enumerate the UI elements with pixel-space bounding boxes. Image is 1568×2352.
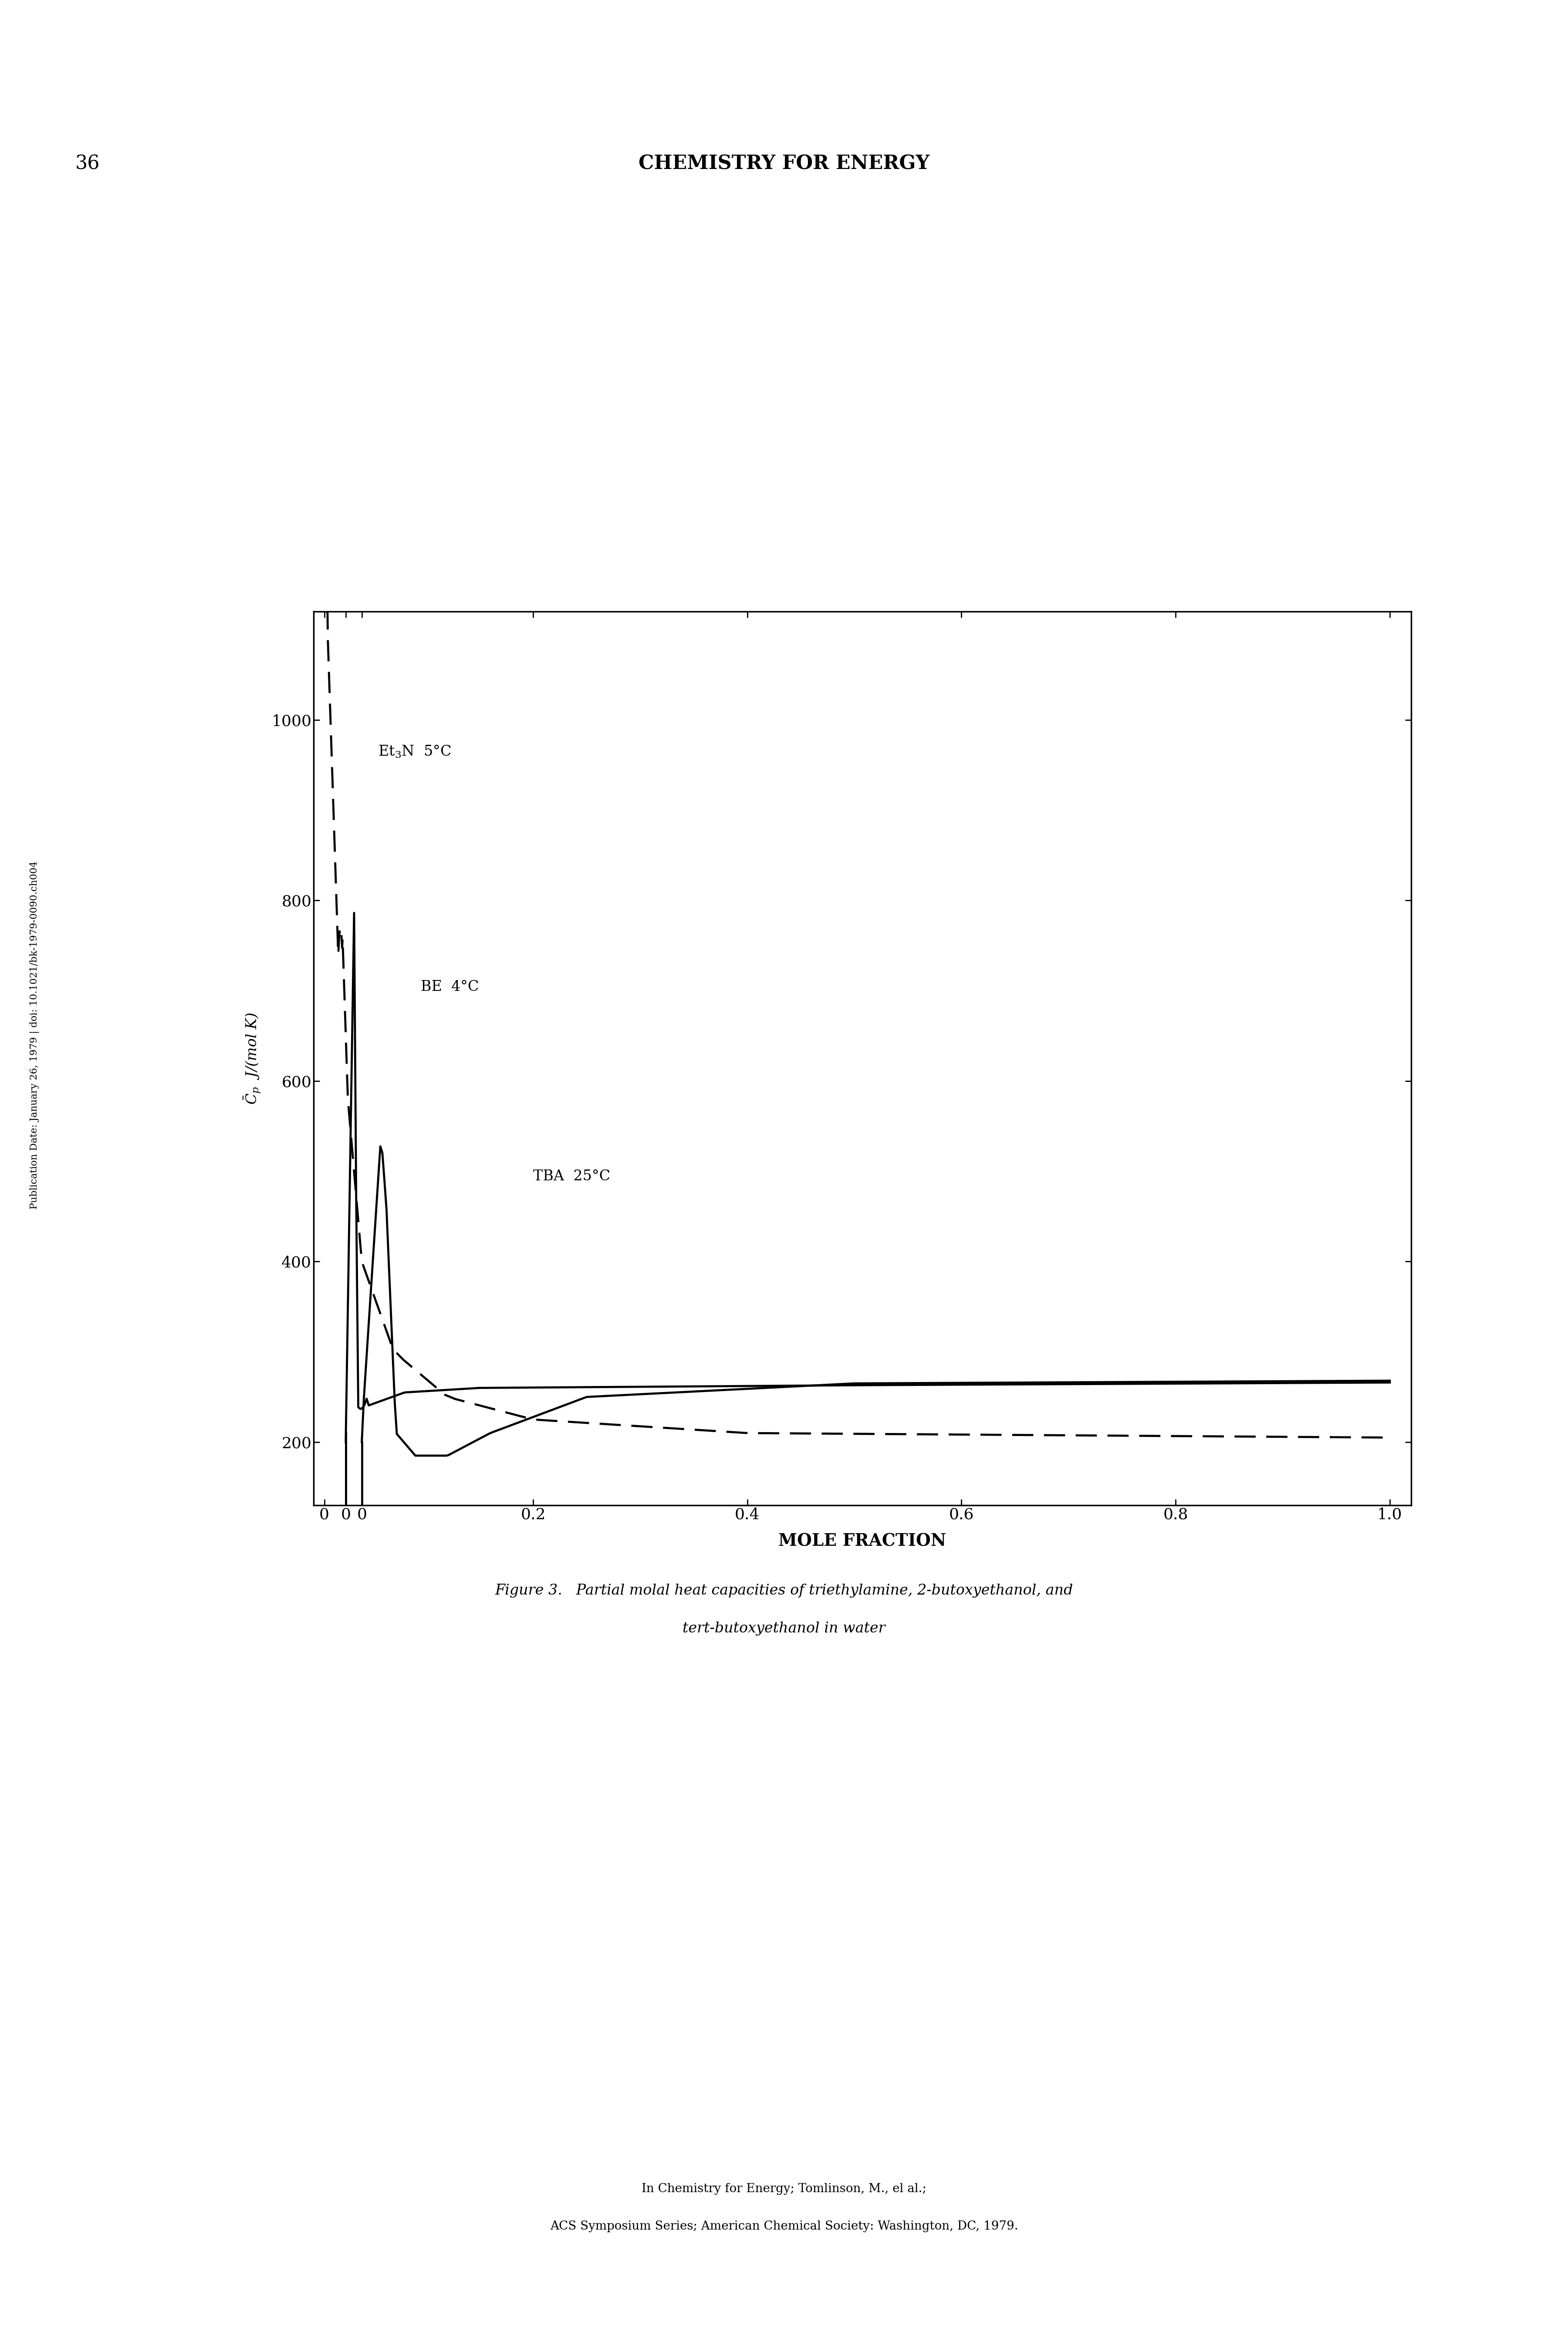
Text: BE  4°C: BE 4°C <box>420 981 478 995</box>
Text: Et$_3$N  5°C: Et$_3$N 5°C <box>378 743 452 760</box>
Text: tert-butoxyethanol in water: tert-butoxyethanol in water <box>682 1621 886 1635</box>
Text: TBA  25°C: TBA 25°C <box>533 1169 610 1183</box>
Text: Publication Date: January 26, 1979 | doi: 10.1021/bk-1979-0090.ch004: Publication Date: January 26, 1979 | doi… <box>30 861 39 1209</box>
Text: In Chemistry for Energy; Tomlinson, M., el al.;: In Chemistry for Energy; Tomlinson, M., … <box>641 2183 927 2194</box>
Text: ACS Symposium Series; American Chemical Society: Washington, DC, 1979.: ACS Symposium Series; American Chemical … <box>550 2220 1018 2232</box>
Y-axis label: $\bar{C}_p$  J/(mol K): $\bar{C}_p$ J/(mol K) <box>243 1011 262 1105</box>
Text: 36: 36 <box>75 155 100 174</box>
X-axis label: MOLE FRACTION: MOLE FRACTION <box>778 1534 947 1550</box>
Text: CHEMISTRY FOR ENERGY: CHEMISTRY FOR ENERGY <box>638 155 930 174</box>
Text: Figure 3.   Partial molal heat capacities of triethylamine, 2-butoxyethanol, and: Figure 3. Partial molal heat capacities … <box>495 1583 1073 1597</box>
